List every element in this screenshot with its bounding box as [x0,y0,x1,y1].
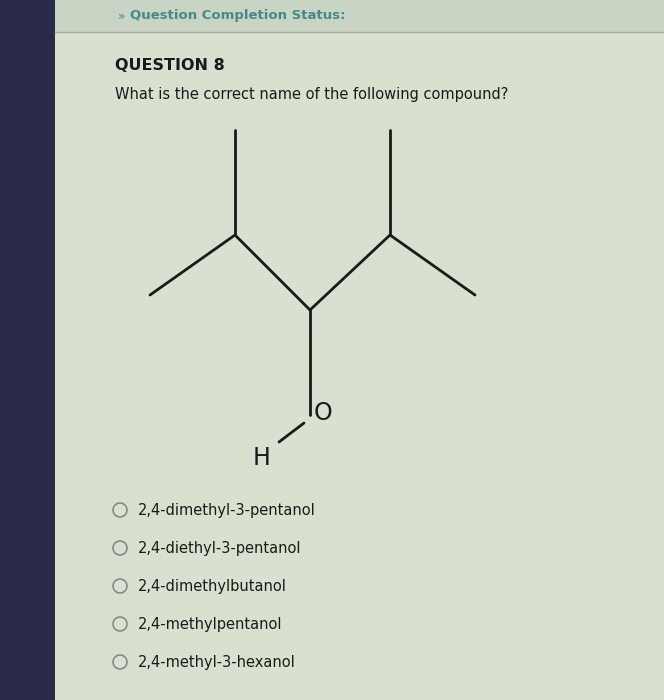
Text: Question Completion Status:: Question Completion Status: [130,10,345,22]
Bar [55,0,664,32]
Text: »: » [118,10,125,22]
Text: QUESTION 8: QUESTION 8 [115,57,224,73]
Text: O: O [314,401,333,425]
Text: What is the correct name of the following compound?: What is the correct name of the followin… [115,88,509,102]
Text: 2,4-methylpentanol: 2,4-methylpentanol [138,617,282,631]
Bar [0,0,55,700]
Text: 2,4-dimethylbutanol: 2,4-dimethylbutanol [138,578,287,594]
Text: 2,4-diethyl-3-pentanol: 2,4-diethyl-3-pentanol [138,540,301,556]
Text: H: H [253,446,271,470]
Text: 2,4-dimethyl-3-pentanol: 2,4-dimethyl-3-pentanol [138,503,316,517]
Text: 2,4-methyl-3-hexanol: 2,4-methyl-3-hexanol [138,654,295,669]
